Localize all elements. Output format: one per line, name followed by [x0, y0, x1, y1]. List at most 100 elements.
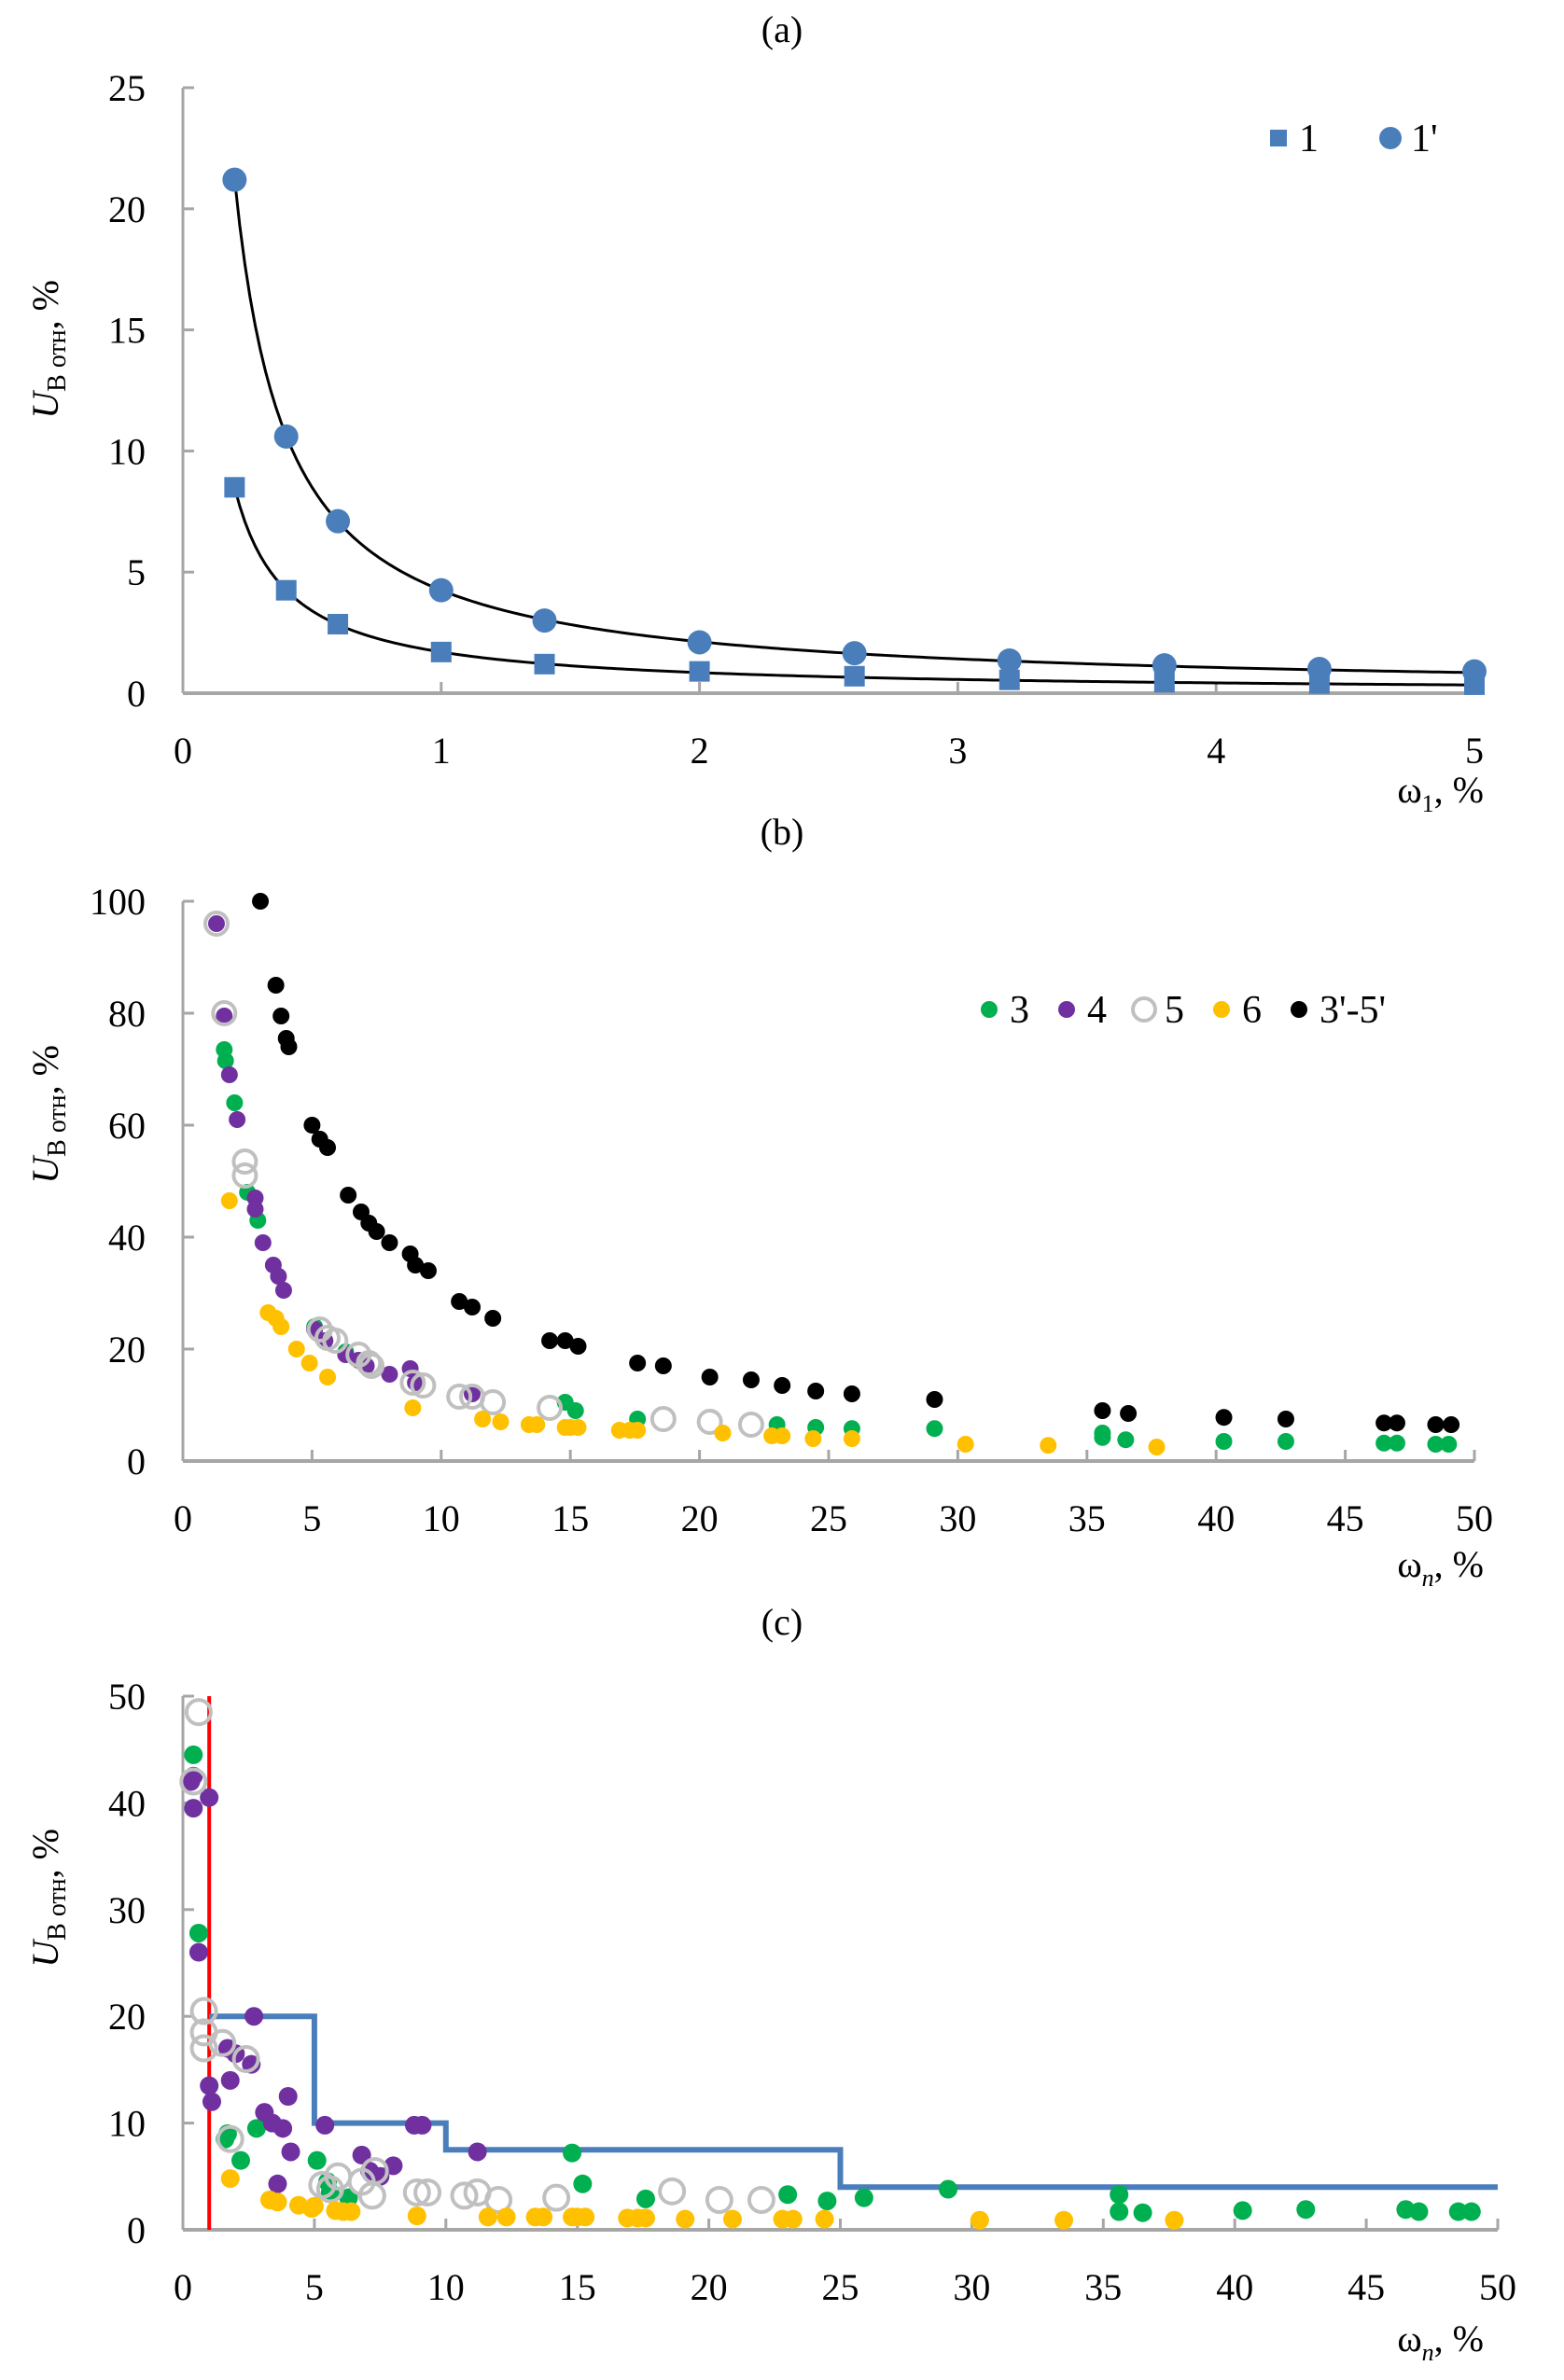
series-6: [220, 1192, 1166, 1455]
series-3: [216, 1041, 1458, 1453]
data-point: [1215, 1409, 1233, 1427]
data-point: [430, 641, 452, 662]
x-label-sub: 1: [1422, 790, 1434, 817]
legend-swatch-ring-icon: [1131, 996, 1157, 1023]
x-tick-label: 20: [691, 2266, 728, 2308]
data-point: [184, 1799, 203, 1818]
data-point: [211, 1000, 238, 1026]
data-point: [804, 1430, 822, 1447]
legend-label: 1': [1411, 118, 1438, 160]
data-point: [216, 2124, 244, 2153]
data-point: [1440, 1436, 1458, 1453]
data-point: [569, 1338, 587, 1355]
data-point: [356, 1350, 383, 1376]
data-point: [1117, 1431, 1135, 1449]
data-point: [1215, 1433, 1233, 1450]
data-point: [541, 1332, 559, 1349]
data-point: [404, 1399, 422, 1416]
data-point: [281, 2142, 300, 2162]
data-point: [629, 1422, 647, 1439]
data-point: [189, 1997, 218, 2025]
data-point: [220, 1192, 238, 1209]
x-tick-label: 10: [423, 1497, 460, 1539]
y-tick-label: 15: [108, 310, 146, 352]
data-point: [407, 2206, 426, 2226]
y-axis-label: UB отн, %: [24, 280, 72, 419]
y-axis-label: UB отн, %: [24, 1045, 72, 1184]
x-label-main: ω: [1397, 1543, 1421, 1585]
y-label-sub: B отн: [43, 1094, 72, 1157]
x-tick-label: 15: [552, 1497, 589, 1539]
data-point: [202, 2092, 221, 2111]
data-point: [419, 1262, 437, 1279]
x-tick-label: 5: [1465, 730, 1484, 772]
data-point: [528, 1416, 546, 1433]
data-point: [1443, 1416, 1460, 1433]
data-point: [563, 2143, 582, 2163]
data-point: [817, 2192, 837, 2211]
data-point: [207, 915, 225, 932]
blue-threshold-step-line: [209, 2013, 1498, 2191]
y-tick-label: 5: [127, 551, 146, 593]
data-point: [450, 2181, 479, 2210]
panel-title: (b): [761, 811, 804, 853]
data-point: [1388, 1434, 1405, 1452]
data-point: [1165, 2210, 1184, 2230]
data-point: [229, 1111, 246, 1128]
data-point: [474, 1411, 492, 1427]
data-point: [428, 578, 454, 603]
data-point: [807, 1383, 825, 1399]
data-point: [275, 579, 297, 601]
x-tick-label: 30: [939, 1497, 976, 1539]
data-point: [222, 167, 247, 192]
x-tick-label: 0: [174, 1497, 192, 1539]
data-point: [326, 508, 351, 534]
x-tick-label: 40: [1197, 1497, 1235, 1539]
data-point: [576, 2207, 595, 2227]
y-label-main: U: [24, 1154, 66, 1184]
data-point: [635, 2208, 655, 2228]
data-point: [1040, 1437, 1057, 1454]
data-point: [926, 1391, 943, 1408]
data-point: [200, 1788, 219, 1807]
legend-item: 1: [1270, 118, 1319, 160]
series-5: [202, 911, 764, 1438]
data-point: [696, 1409, 723, 1435]
data-point: [1306, 657, 1332, 682]
x-tick-label: 3: [948, 730, 967, 772]
data-point: [1233, 2201, 1252, 2220]
data-point: [280, 1038, 298, 1055]
data-point: [1277, 1411, 1294, 1427]
data-point: [492, 1413, 510, 1430]
data-point: [315, 2115, 335, 2135]
data-point: [254, 1234, 272, 1251]
data-point: [573, 2174, 593, 2193]
data-point: [407, 1257, 425, 1274]
y-tick-label: 10: [108, 2103, 146, 2145]
legend-item: 1': [1379, 118, 1438, 160]
data-point: [1296, 2200, 1316, 2220]
data-point: [689, 661, 710, 682]
data-point: [220, 1066, 238, 1083]
legend: 3 4 5 6 3'-5': [981, 989, 1386, 1032]
data-point: [1461, 2202, 1481, 2221]
data-point: [402, 2178, 431, 2206]
data-point: [224, 477, 245, 498]
data-point: [1110, 2202, 1129, 2221]
data-point: [1409, 2202, 1429, 2221]
data-point: [270, 1268, 287, 1285]
x-tick-label: 2: [691, 730, 709, 772]
data-point: [532, 608, 557, 633]
data-point: [1277, 1433, 1294, 1450]
data-point: [747, 2185, 775, 2214]
data-point: [358, 1353, 385, 1379]
data-point: [737, 1412, 764, 1438]
legend-label: 1: [1299, 118, 1319, 160]
data-point: [1427, 1416, 1445, 1433]
data-point: [368, 1223, 385, 1240]
data-point: [208, 2028, 237, 2057]
data-point: [464, 1299, 482, 1315]
data-point: [854, 2188, 873, 2207]
